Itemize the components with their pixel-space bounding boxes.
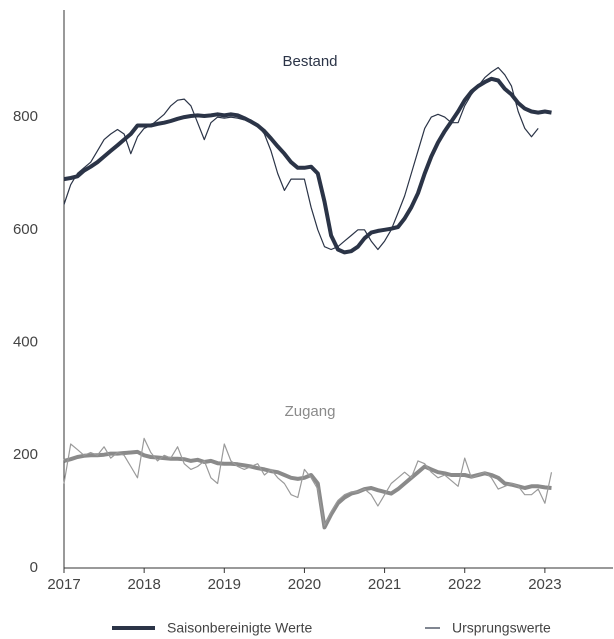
x-tick-label: 2018	[127, 576, 160, 593]
series-label: Bestand	[282, 53, 337, 70]
y-tick-label: 400	[13, 334, 38, 351]
x-tick-label: 2021	[368, 576, 401, 593]
legend-label: Saisonbereinigte Werte	[167, 620, 312, 636]
line-series	[63, 66, 539, 251]
legend-label: Ursprungswerte	[452, 620, 551, 636]
line-series	[63, 76, 552, 255]
series-label: Zugang	[285, 403, 336, 420]
y-tick-label: 800	[13, 108, 38, 125]
x-tick-label: 2020	[288, 576, 321, 593]
line-series	[63, 437, 553, 527]
y-tick-label: 600	[13, 221, 38, 238]
x-tick-label: 2022	[448, 576, 481, 593]
x-tick-label: 2023	[528, 576, 561, 593]
line-series	[63, 449, 552, 530]
y-tick-label: 200	[13, 446, 38, 463]
x-tick-label: 2017	[47, 576, 80, 593]
x-tick-label: 2019	[208, 576, 241, 593]
y-tick-label: 0	[30, 559, 38, 576]
